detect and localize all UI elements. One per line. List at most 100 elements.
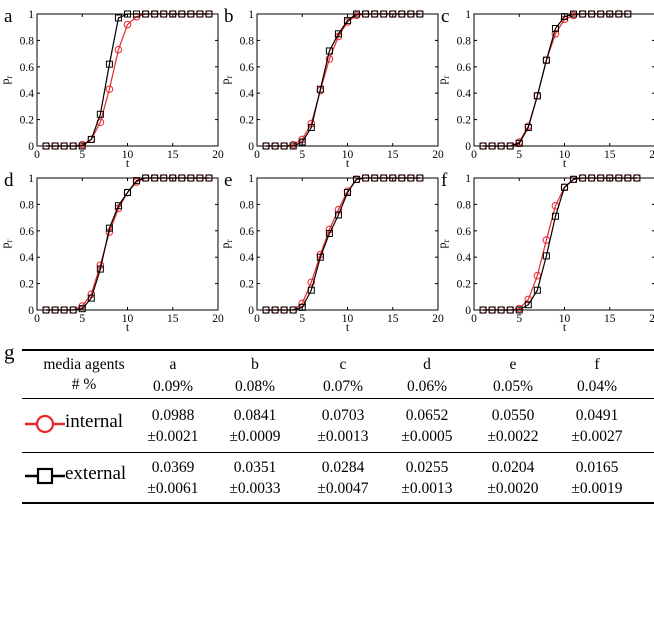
point-external-b-16 <box>407 10 415 18</box>
point-external-f-2 <box>497 306 505 314</box>
point-external-f-4 <box>515 306 523 314</box>
y-axis-label-subscript-e: r <box>224 240 234 243</box>
point-external-f-16 <box>624 174 632 182</box>
point-internal-b-7 <box>325 55 334 63</box>
y-tick-label-c-3: 0.6 <box>457 62 472 74</box>
x-tick-label-a-1: 5 <box>79 149 85 161</box>
col-name-f: f <box>594 356 600 373</box>
point-external-d-11 <box>142 174 150 182</box>
point-external-a-2 <box>60 142 68 150</box>
point-external-f-0 <box>479 306 487 314</box>
y-tick-label-d-0: 0 <box>28 305 34 317</box>
panel-label-e: e <box>224 170 232 191</box>
y-tick-label-a-1: 0.2 <box>20 115 35 127</box>
y-axis-label-e: pr <box>218 240 234 249</box>
point-external-b-8 <box>334 30 342 38</box>
col-pct-a: 0.09% <box>152 378 194 395</box>
external-error-e: ±0.0020 <box>487 480 539 497</box>
point-external-d-3 <box>69 306 77 314</box>
series-line-external-d <box>46 177 209 311</box>
point-external-b-10 <box>353 10 361 18</box>
series-line-internal-e <box>266 177 420 311</box>
series-line-external-b <box>266 13 420 147</box>
y-tick-label-a-3: 0.6 <box>20 62 35 74</box>
point-external-c-10 <box>570 10 578 18</box>
point-external-d-2 <box>60 306 68 314</box>
point-external-a-14 <box>169 10 177 18</box>
point-external-b-5 <box>307 124 315 132</box>
point-external-c-7 <box>542 56 550 64</box>
y-tick-label-c-1: 0.2 <box>457 115 472 127</box>
x-axis-label-e: t <box>346 320 350 334</box>
point-external-d-15 <box>178 174 186 182</box>
chart-grid: a0510152000.20.40.60.81tprb0510152000.20… <box>0 6 654 334</box>
y-axis-label-subscript-b: r <box>224 76 234 79</box>
x-tick-label-d-1: 5 <box>79 313 85 325</box>
x-tick-label-d-3: 15 <box>167 313 179 325</box>
y-tick-label-e-1: 0.2 <box>240 279 255 291</box>
y-tick-label-b-4: 0.8 <box>240 35 255 47</box>
series-line-internal-c <box>483 13 628 147</box>
x-tick-label-d-2: 10 <box>122 313 134 325</box>
external-value-a: 0.0369 <box>151 459 195 476</box>
x-tick-label-e-2: 10 <box>342 313 354 325</box>
point-external-c-4 <box>515 139 523 147</box>
point-external-a-8 <box>114 14 122 22</box>
col-pct-f: 0.04% <box>576 378 618 395</box>
axes-frame-a <box>36 13 219 147</box>
point-external-c-5 <box>524 124 532 132</box>
col-pct-e: 0.05% <box>492 378 534 395</box>
point-external-f-5 <box>524 301 532 309</box>
y-tick-label-a-2: 0.4 <box>20 88 35 100</box>
point-external-d-5 <box>87 294 95 302</box>
point-external-e-8 <box>334 211 342 219</box>
external-value-b: 0.0351 <box>233 459 277 476</box>
point-external-c-8 <box>551 25 559 33</box>
point-external-e-11 <box>362 174 370 182</box>
point-external-a-3 <box>69 142 77 150</box>
chart-panel-e: e 0 5 10 15 20 0 0.2 0.4 0.6 0.8 1 t pr <box>218 170 444 334</box>
x-tick-label-b-3: 15 <box>387 149 399 161</box>
panel-label-d: d <box>4 170 14 191</box>
point-external-c-16 <box>624 10 632 18</box>
y-tick-label-f-0: 0 <box>465 305 471 317</box>
point-internal-e-8 <box>334 205 343 214</box>
internal-error-b: ±0.0009 <box>229 428 281 445</box>
point-external-e-9 <box>344 189 351 197</box>
panel-label-g: g <box>4 340 15 364</box>
point-external-b-15 <box>398 10 406 18</box>
point-external-b-7 <box>325 47 333 55</box>
point-external-f-14 <box>606 174 614 182</box>
external-value-e: 0.0204 <box>491 459 535 476</box>
external-error-a: ±0.0061 <box>147 480 199 497</box>
axes-frame-c <box>473 13 654 147</box>
point-external-d-13 <box>160 174 168 182</box>
x-tick-label-f-3: 15 <box>604 313 616 325</box>
point-external-c-9 <box>561 13 568 21</box>
point-external-a-9 <box>124 10 131 18</box>
y-tick-label-a-0: 0 <box>28 141 34 153</box>
y-tick-label-d-3: 0.6 <box>20 226 35 238</box>
point-external-a-13 <box>160 10 168 18</box>
internal-value-c: 0.0703 <box>321 407 365 424</box>
y-tick-label-e-5: 1 <box>248 173 254 185</box>
point-external-e-14 <box>389 174 397 182</box>
point-external-d-6 <box>96 265 104 273</box>
legend-internal-marker <box>25 414 65 434</box>
external-error-f: ±0.0019 <box>571 480 623 497</box>
y-tick-label-b-1: 0.2 <box>240 115 255 127</box>
point-external-d-4 <box>78 305 86 313</box>
y-tick-label-d-2: 0.4 <box>20 252 35 264</box>
y-tick-label-d-4: 0.8 <box>20 199 35 211</box>
point-external-e-7 <box>325 229 333 237</box>
external-error-d: ±0.0013 <box>401 480 453 497</box>
point-external-a-18 <box>205 10 213 18</box>
point-external-b-2 <box>280 142 288 150</box>
col-pct-c: 0.07% <box>322 378 364 395</box>
table-header-rule <box>22 398 654 399</box>
external-value-f: 0.0165 <box>575 459 619 476</box>
point-external-b-11 <box>362 10 370 18</box>
point-external-c-6 <box>533 92 541 100</box>
y-tick-label-c-2: 0.4 <box>457 88 472 100</box>
point-external-c-13 <box>597 10 605 18</box>
